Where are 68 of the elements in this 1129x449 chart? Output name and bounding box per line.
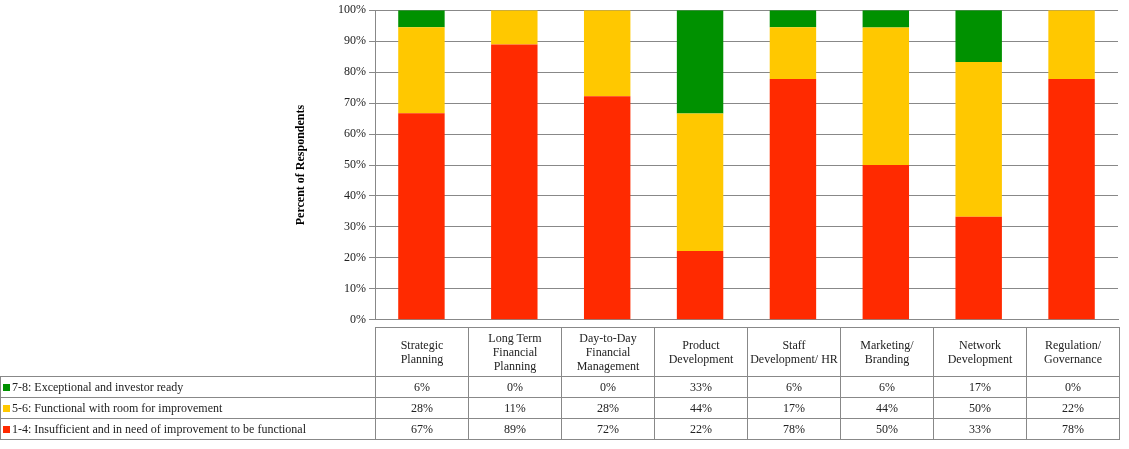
bar bbox=[676, 10, 724, 114]
legend-label: 5-6: Functional with room for improvement bbox=[0, 397, 376, 419]
bar bbox=[1048, 78, 1095, 320]
bar bbox=[862, 165, 910, 320]
data-label: 0% bbox=[468, 376, 562, 398]
bar bbox=[676, 113, 724, 252]
data-label: 72% bbox=[561, 418, 655, 440]
data-label: 22% bbox=[1026, 397, 1120, 419]
bar bbox=[955, 216, 1002, 320]
y-tick-label: 90% bbox=[344, 33, 366, 48]
bar bbox=[676, 251, 724, 320]
y-axis-title: Percent of Respondents bbox=[293, 104, 308, 226]
data-label: 50% bbox=[933, 397, 1027, 419]
data-label: 89% bbox=[468, 418, 562, 440]
data-label: 0% bbox=[561, 376, 655, 398]
data-label: 17% bbox=[747, 397, 841, 419]
y-tick-label: 20% bbox=[344, 250, 366, 265]
data-label: 22% bbox=[654, 418, 748, 440]
y-tick-label: 0% bbox=[350, 311, 366, 326]
data-label: 17% bbox=[933, 376, 1027, 398]
data-label: 0% bbox=[1026, 376, 1120, 398]
x-tick-label: Day-to-Day Financial Management bbox=[561, 327, 655, 377]
y-tick-label: 80% bbox=[344, 64, 366, 79]
bar bbox=[398, 10, 445, 28]
y-tick-label: 10% bbox=[344, 281, 366, 295]
bar bbox=[862, 27, 910, 165]
y-tick-label: 50% bbox=[344, 157, 366, 172]
x-tick-label: Network Development bbox=[933, 327, 1027, 377]
bar bbox=[583, 10, 631, 97]
legend-label: 7-8: Exceptional and investor ready bbox=[0, 376, 376, 398]
bar bbox=[398, 27, 445, 114]
data-label: 6% bbox=[747, 376, 841, 398]
data-label: 67% bbox=[375, 418, 469, 440]
bar bbox=[583, 96, 631, 320]
data-label: 50% bbox=[840, 418, 934, 440]
y-tick-label: 60% bbox=[344, 126, 366, 141]
data-label: 28% bbox=[375, 397, 469, 419]
legend-label: 1-4: Insufficient and in need of improvement to be functional bbox=[0, 418, 376, 440]
x-tick-label: Staff Development/ HR bbox=[747, 327, 841, 377]
data-label: 6% bbox=[375, 376, 469, 398]
y-tick-label: 100% bbox=[338, 2, 366, 17]
bar bbox=[769, 10, 817, 28]
x-tick-label: Long Term Financial Planning bbox=[468, 327, 562, 377]
data-label: 78% bbox=[1026, 418, 1120, 440]
y-tick-label: 70% bbox=[344, 95, 366, 110]
y-tick-label: 30% bbox=[344, 219, 366, 234]
data-label: 6% bbox=[840, 376, 934, 398]
y-tick-label: 40% bbox=[344, 188, 366, 203]
data-label: 33% bbox=[933, 418, 1027, 440]
bar bbox=[491, 44, 538, 320]
bar bbox=[955, 10, 1002, 62]
bar bbox=[398, 113, 445, 320]
data-label: 28% bbox=[561, 397, 655, 419]
data-label: 78% bbox=[747, 418, 841, 440]
x-tick-label: Marketing/ Branding bbox=[840, 327, 934, 377]
x-tick-label: Product Development bbox=[654, 327, 748, 377]
bar bbox=[769, 27, 817, 79]
data-label: 33% bbox=[654, 376, 748, 398]
data-label: 44% bbox=[840, 397, 934, 419]
bar bbox=[862, 10, 910, 28]
x-tick-label: Strategic Planning bbox=[375, 327, 469, 377]
data-label: 44% bbox=[654, 397, 748, 419]
bar bbox=[955, 61, 1002, 217]
bar bbox=[491, 10, 538, 45]
x-tick-label: Regulation/ Governance bbox=[1026, 327, 1120, 377]
data-label: 11% bbox=[468, 397, 562, 419]
bar bbox=[769, 78, 817, 320]
bar bbox=[1048, 10, 1095, 79]
